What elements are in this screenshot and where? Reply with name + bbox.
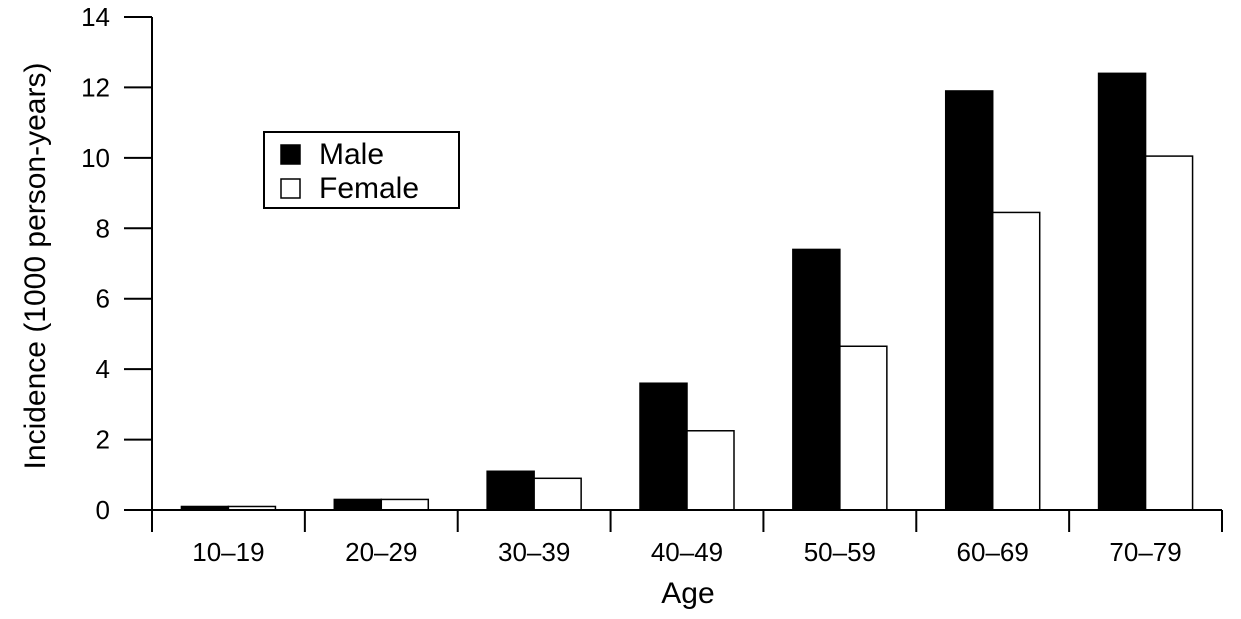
x-tick-label: 10–19 [192, 537, 264, 567]
x-tick-label: 70–79 [1109, 537, 1181, 567]
bar-female-70–79 [1144, 155, 1194, 511]
y-axis-label: Incidence (1000 person-years) [19, 63, 52, 470]
x-axis-label: Age [661, 577, 714, 610]
legend-swatch-female [280, 178, 301, 199]
bar-male-20–29 [333, 498, 383, 511]
x-ticks: 10–19 20–29 30–39 40–49 50–59 60–69 70–79 [151, 510, 1223, 567]
y-tick-label: 14 [81, 2, 110, 32]
y-tick-label: 10 [81, 143, 110, 173]
bar-female-40–49 [686, 430, 735, 511]
bar-female-60–69 [991, 211, 1041, 511]
y-tick-label: 8 [96, 213, 110, 243]
x-tick-label: 30–39 [498, 537, 570, 567]
legend: Male Female [263, 131, 460, 209]
bar-male-50–59 [792, 248, 841, 511]
x-tick-label: 50–59 [804, 537, 876, 567]
bars [180, 72, 1194, 511]
y-tick-label: 2 [96, 425, 110, 455]
x-tick-label: 60–69 [957, 537, 1029, 567]
bar-male-40–49 [639, 382, 688, 511]
y-ticks: 0 2 4 6 8 10 12 14 [81, 2, 152, 525]
bar-male-60–69 [944, 90, 994, 511]
legend-label-female: Female [319, 172, 419, 205]
bar-female-50–59 [839, 345, 888, 511]
y-tick-label: 12 [81, 72, 110, 102]
y-tick-label: 4 [96, 354, 110, 384]
bar-male-30–39 [486, 470, 535, 511]
legend-swatch-male [280, 144, 301, 165]
x-tick-label: 20–29 [345, 537, 417, 567]
x-tick-label: 40–49 [651, 537, 723, 567]
bar-female-20–29 [380, 498, 430, 511]
legend-label-male: Male [319, 138, 384, 171]
bar-female-30–39 [533, 477, 582, 511]
y-tick-label: 0 [96, 495, 110, 525]
y-tick-label: 6 [96, 284, 110, 314]
bar-male-70–79 [1097, 72, 1147, 511]
